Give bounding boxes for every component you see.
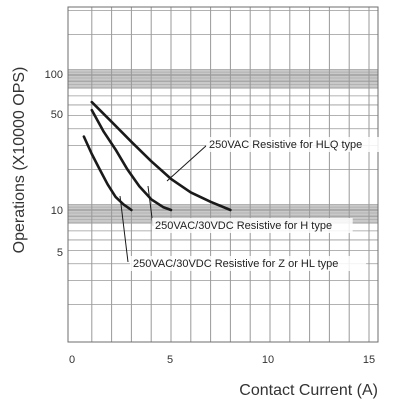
series-line (90, 100, 232, 212)
series-annotation: 250VAC Resistive for HLQ type (209, 139, 362, 151)
grid-band (68, 69, 378, 89)
x-tick-label: 0 (69, 354, 75, 366)
annotation-leader (119, 195, 129, 263)
x-axis-title: Contact Current (A) (239, 382, 378, 399)
y-axis-title: Operations (X10000 OPS) (11, 67, 28, 254)
y-tick-label: 5 (57, 247, 63, 259)
x-tick-label: 10 (262, 354, 274, 366)
series-annotation: 250VAC/30VDC Resistive for Z or HL type (133, 258, 338, 270)
y-tick-label: 100 (45, 69, 63, 81)
plot-frame (67, 6, 379, 343)
x-tick-label: 5 (167, 354, 173, 366)
annotation-leader (166, 144, 208, 182)
y-tick-label: 10 (51, 205, 63, 217)
series-line (82, 135, 133, 212)
x-tick-label: 15 (363, 354, 375, 366)
annotation-background (206, 137, 384, 152)
annotation-background (130, 256, 367, 271)
annotation-background (152, 218, 353, 233)
series-annotation: 250VAC/30VDC Resistive for H type (155, 220, 332, 232)
series-line (90, 108, 173, 212)
y-tick-label: 50 (51, 109, 63, 121)
